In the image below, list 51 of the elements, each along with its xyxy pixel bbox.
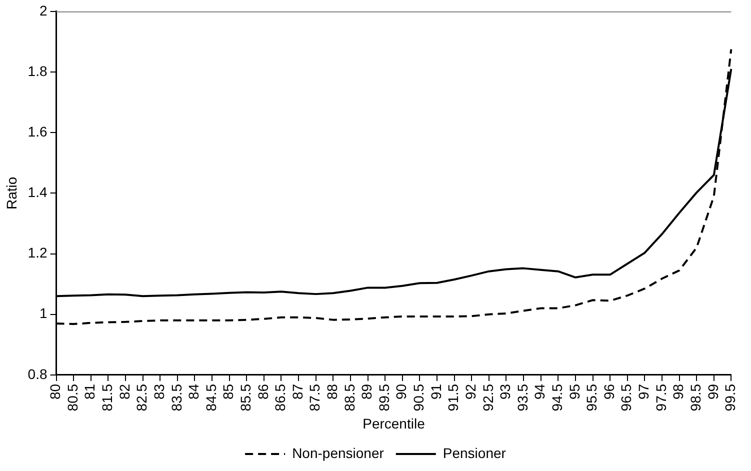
- x-tick-label: 90: [393, 384, 410, 400]
- x-tick-label: 83.5: [168, 384, 184, 412]
- x-tick-label: 97.5: [652, 384, 669, 412]
- x-tick-label: 91.5: [445, 384, 462, 412]
- x-tick-label: 94.5: [549, 384, 565, 412]
- x-tick-label: 85.5: [237, 384, 254, 412]
- x-tick-label: 85: [220, 384, 236, 400]
- x-tick-label: 96.5: [618, 384, 634, 412]
- x-tick-label: 90.5: [410, 384, 427, 412]
- x-tick-label: 89: [358, 384, 375, 400]
- x-tick-label: 98: [670, 384, 686, 400]
- y-tick-label: 1.6: [28, 123, 48, 140]
- x-tick-label: 95.5: [584, 384, 600, 412]
- x-tick-label: 84.5: [202, 384, 219, 412]
- x-tick-label: 81.5: [99, 384, 116, 412]
- x-tick-label: 82: [116, 384, 132, 400]
- y-tick-label: 1.2: [28, 244, 48, 261]
- x-tick-label: 99: [704, 384, 721, 400]
- y-tick-label: 1.4: [28, 184, 48, 200]
- x-tick-label: 97: [636, 384, 652, 400]
- x-tick-label: 88.5: [341, 384, 358, 412]
- x-tick-label: 88: [324, 384, 340, 400]
- x-tick-label: 87.5: [306, 384, 323, 412]
- x-tick-label: 80.5: [64, 384, 80, 412]
- x-tick-label: 83: [150, 384, 167, 400]
- x-axis-title: Percentile: [362, 415, 426, 432]
- x-tick-label: 98.5: [687, 384, 704, 412]
- y-tick-label: 1: [39, 305, 48, 322]
- x-tick-label: 80: [47, 384, 64, 400]
- x-tick-label: 82.5: [134, 384, 150, 412]
- y-tick-label: 1.8: [28, 62, 48, 79]
- x-tick-label: 86.5: [272, 384, 288, 412]
- x-tick-label: 81: [82, 384, 98, 400]
- x-tick-label: 86: [254, 384, 271, 400]
- x-tick-label: 84: [186, 384, 202, 400]
- y-tick-label: 2: [39, 2, 48, 18]
- x-tick-label: 87: [289, 384, 306, 400]
- x-tick-label: 93: [497, 384, 514, 400]
- x-tick-label: 96: [600, 384, 617, 400]
- y-tick-label: 0.8: [28, 366, 48, 382]
- y-axis-title: Ratio: [3, 176, 20, 210]
- x-tick-label: 95: [566, 384, 582, 400]
- x-tick-label: 94: [532, 384, 548, 400]
- x-tick-label: 99.5: [722, 384, 738, 412]
- legend-label: Pensioner: [442, 444, 506, 461]
- x-tick-label: 92: [462, 384, 478, 400]
- x-tick-label: 92.5: [480, 384, 496, 412]
- x-tick-label: 89.5: [376, 384, 392, 412]
- legend-label: Non-pensioner: [292, 444, 384, 461]
- x-tick-label: 93.5: [514, 384, 530, 412]
- x-tick-label: 91: [428, 384, 444, 400]
